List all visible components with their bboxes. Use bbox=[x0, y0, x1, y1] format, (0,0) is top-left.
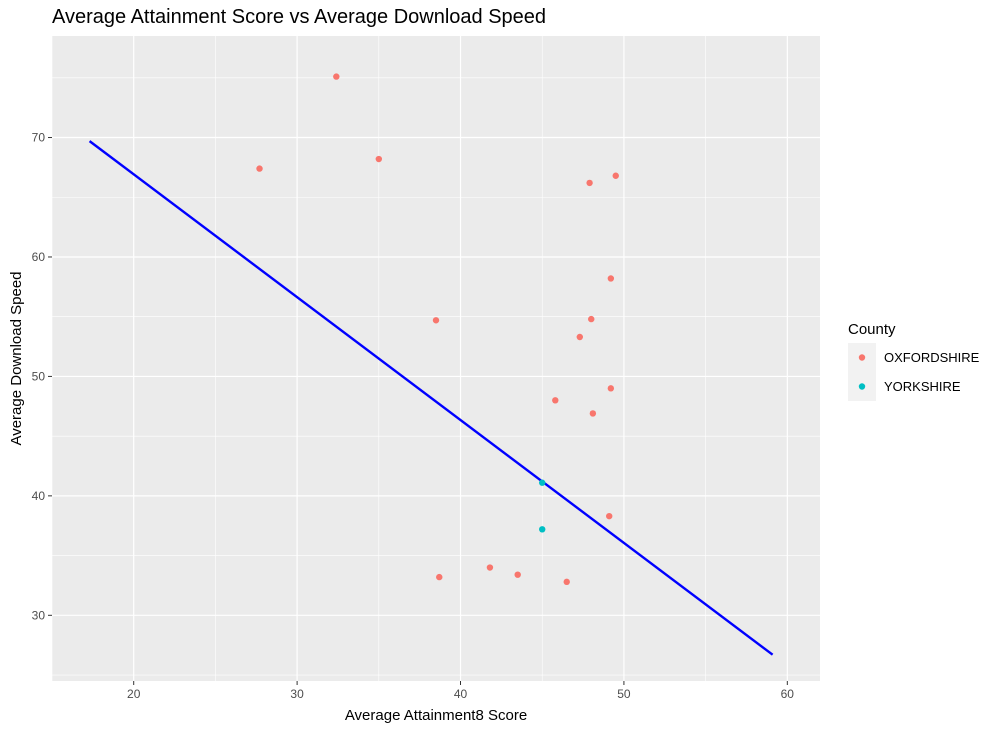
data-point bbox=[586, 179, 593, 187]
x-axis-title: Average Attainment8 Score bbox=[345, 707, 527, 724]
data-point bbox=[432, 317, 440, 324]
x-axis-ticks: 20 30 40 50 60 bbox=[127, 681, 794, 701]
data-point bbox=[539, 526, 546, 533]
chart-title: Average Attainment Score vs Average Down… bbox=[52, 6, 547, 28]
x-tick-label: 20 bbox=[127, 687, 141, 701]
legend-label: YORKSHIRE bbox=[884, 379, 961, 394]
major-grid bbox=[52, 36, 820, 681]
data-point bbox=[539, 479, 546, 486]
data-point bbox=[333, 73, 340, 80]
legend-key-dot bbox=[858, 354, 866, 361]
data-point bbox=[514, 571, 521, 578]
minor-grid bbox=[51, 36, 820, 681]
data-point bbox=[375, 155, 383, 163]
y-tick-label: 40 bbox=[32, 489, 46, 503]
y-axis-ticks: 30 40 50 60 70 bbox=[32, 131, 52, 622]
data-point bbox=[607, 275, 615, 282]
legend-key-dot bbox=[858, 383, 866, 390]
legend: County OXFORDSHIRE YORKSHIRE bbox=[848, 321, 980, 401]
plot-panel bbox=[52, 36, 820, 681]
data-point bbox=[436, 573, 443, 581]
data-point bbox=[606, 512, 613, 520]
data-points bbox=[256, 73, 619, 586]
data-point bbox=[607, 385, 615, 392]
y-tick-label: 30 bbox=[32, 608, 46, 622]
data-point bbox=[589, 410, 597, 417]
y-tick-label: 50 bbox=[32, 369, 46, 383]
data-point bbox=[256, 165, 263, 172]
y-axis-title: Average Download Speed bbox=[8, 271, 25, 445]
x-tick-label: 30 bbox=[290, 687, 304, 701]
trend-line-group bbox=[88, 140, 774, 656]
x-tick-label: 40 bbox=[454, 687, 468, 701]
x-tick-label: 50 bbox=[617, 687, 631, 701]
data-point bbox=[552, 397, 559, 404]
data-point bbox=[576, 333, 583, 341]
legend-label: OXFORDSHIRE bbox=[884, 350, 980, 365]
trend-line bbox=[88, 140, 774, 656]
legend-title: County bbox=[848, 321, 896, 338]
data-point bbox=[612, 172, 619, 179]
data-point bbox=[563, 578, 570, 586]
data-point bbox=[588, 315, 595, 323]
x-tick-label: 60 bbox=[781, 687, 795, 701]
y-tick-label: 70 bbox=[32, 131, 46, 145]
data-point bbox=[486, 564, 494, 571]
y-tick-label: 60 bbox=[32, 250, 46, 264]
